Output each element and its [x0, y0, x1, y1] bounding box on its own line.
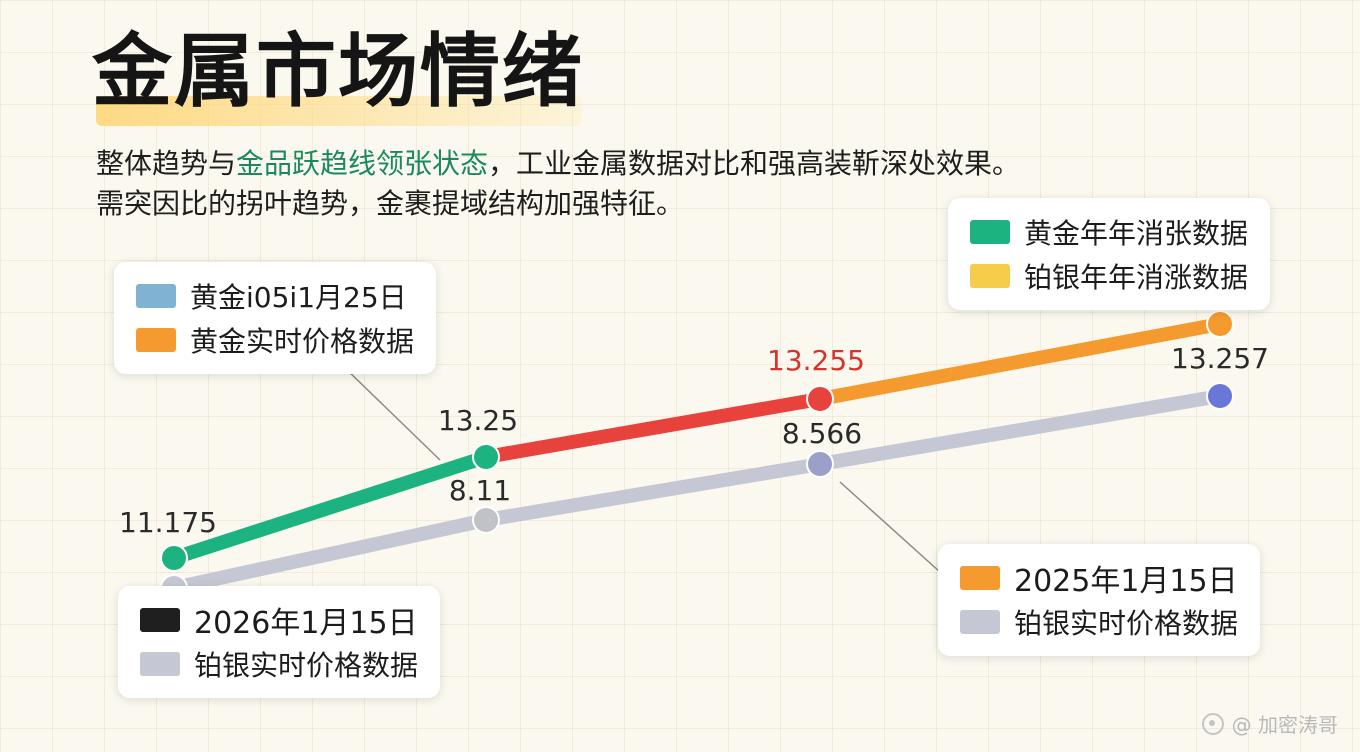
- data-label: 13.25: [438, 404, 518, 437]
- series-line-segment-silver: [167, 513, 493, 595]
- legend-swatch: [960, 610, 1000, 634]
- legend-label: 2026年1月15日: [194, 606, 418, 641]
- series-line-segment-gold: [479, 392, 827, 464]
- series-line-segment-gold: [167, 450, 493, 565]
- series-line-segment-silver: [813, 389, 1227, 471]
- data-point: [472, 506, 500, 534]
- data-point: [806, 385, 834, 413]
- data-point: [806, 450, 834, 478]
- data-point: [1206, 382, 1234, 410]
- title-highlight: [96, 96, 582, 126]
- legend-item: 黄金实时价格数据: [136, 318, 414, 362]
- legend-swatch: [960, 566, 1000, 590]
- bookmark-circle-icon: [1201, 712, 1224, 735]
- subtitle-line-1: 整体趋势与金品跃趋线领张状态，工业金属数据对比和强高装靳深处效果。: [96, 144, 1020, 184]
- legend-label: 2025年1月15日: [1014, 564, 1238, 599]
- plot-area: 11.175 13.25 13.255 8.11 8.566 13.257: [119, 310, 1269, 602]
- legend-swatch: [136, 284, 176, 308]
- legend-label: 黄金年年消张数据: [1024, 217, 1249, 250]
- legend-item: 黄金i05i1月25日: [136, 274, 414, 318]
- data-label: 8.566: [782, 417, 862, 450]
- title-block: 金属市场情绪: [92, 22, 584, 126]
- legend-swatch: [970, 264, 1010, 288]
- legend-item: 铂银实时价格数据: [960, 600, 1238, 644]
- legend-item: 铂银年年消涨数据: [970, 254, 1248, 298]
- legend-item: 2026年1月15日: [140, 598, 418, 642]
- legend-lower-left: 2026年1月15日 铂银实时价格数据: [118, 586, 441, 698]
- legend-label: 铂银实时价格数据: [194, 649, 419, 682]
- legend-lower-right: 2025年1月15日 铂银实时价格数据: [938, 544, 1261, 656]
- data-label: 11.175: [119, 506, 217, 539]
- watermark-text: @ 加密涛哥: [1231, 713, 1338, 737]
- legend-item: 铂银实时价格数据: [140, 642, 418, 686]
- subtitle-line-1-start: 整体趋势与: [96, 147, 237, 180]
- legend-top-right: 黄金年年消张数据 铂银年年消涨数据: [948, 198, 1271, 310]
- data-label: 13.255: [767, 344, 865, 377]
- legend-label: 铂银实时价格数据: [1014, 607, 1239, 640]
- callout-connector-upper-left: [344, 367, 441, 461]
- watermark: @ 加密涛哥: [1201, 709, 1338, 738]
- series-line-segment-silver: [479, 457, 827, 527]
- legend-item: 2025年1月15日: [960, 556, 1238, 600]
- legend-swatch: [140, 608, 180, 632]
- data-label: 8.11: [449, 474, 511, 507]
- callout-connectors: [344, 367, 941, 573]
- legend-item: 黄金年年消张数据: [970, 210, 1248, 254]
- subtitle-line-1-end: ，工业金属数据对比和强高装靳深处效果。: [488, 147, 1021, 180]
- subtitle-line-1-accent: 金品跃趋线领张状态: [236, 147, 489, 180]
- data-label: 13.257: [1171, 342, 1269, 375]
- data-point: [160, 544, 188, 572]
- legend-label: 黄金i05i1月25日: [190, 281, 407, 314]
- data-point: [472, 443, 500, 471]
- series-line-segment-gold: [813, 317, 1227, 406]
- legend-swatch: [970, 220, 1010, 244]
- legend-label: 黄金实时价格数据: [190, 325, 415, 358]
- legend-label: 铂银年年消涨数据: [1024, 261, 1249, 294]
- data-point: [1206, 310, 1234, 338]
- callout-connector-lower-right: [839, 481, 941, 573]
- legend-swatch: [140, 652, 180, 676]
- subtitle: 整体趋势与金品跃趋线领张状态，工业金属数据对比和强高装靳深处效果。 需突因比的拐…: [96, 144, 1020, 224]
- subtitle-line-2: 需突因比的拐叶趋势，金裹提域结构加强特征。: [96, 187, 685, 220]
- page-title: 金属市场情绪: [92, 25, 584, 118]
- legend-upper-left: 黄金i05i1月25日 黄金实时价格数据: [114, 262, 437, 374]
- legend-swatch: [136, 328, 176, 352]
